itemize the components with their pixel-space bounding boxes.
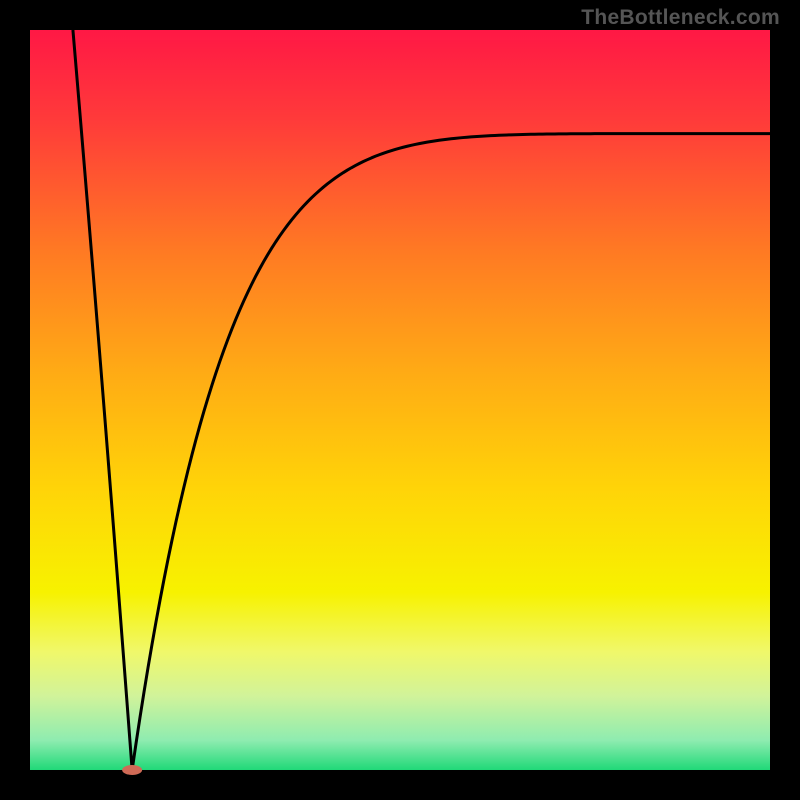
optimal-point-marker bbox=[122, 765, 142, 775]
attribution-watermark: TheBottleneck.com bbox=[581, 6, 780, 30]
chart-root: TheBottleneck.com bbox=[0, 0, 800, 800]
chart-svg bbox=[0, 0, 800, 800]
plot-area bbox=[30, 30, 770, 770]
